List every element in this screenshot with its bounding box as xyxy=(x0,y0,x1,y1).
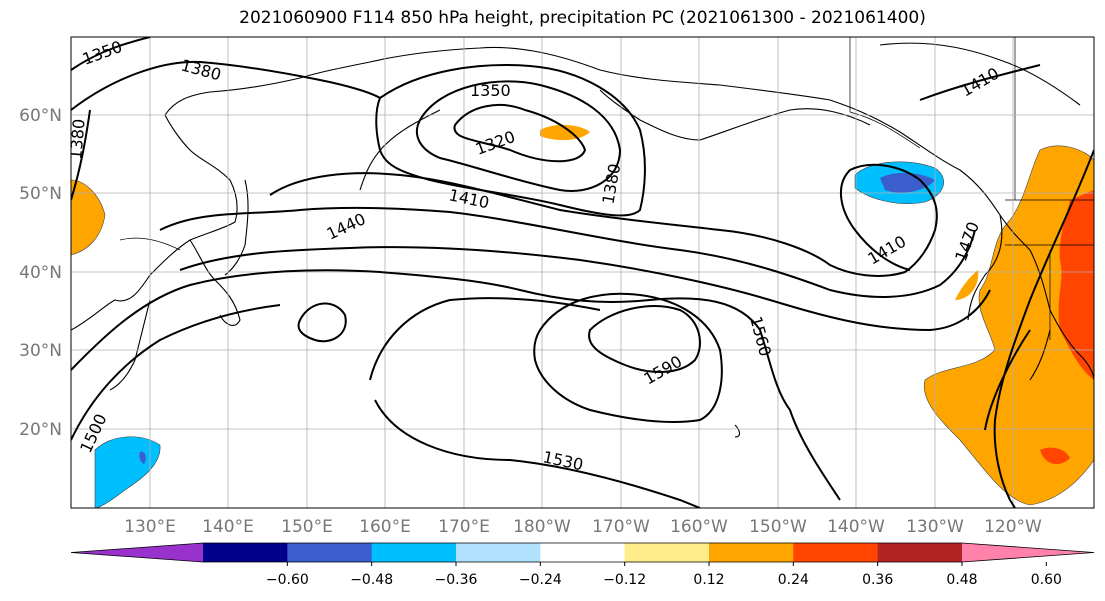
lon-label: 150°W xyxy=(749,517,807,537)
precip-strong-region xyxy=(1040,447,1070,465)
contour-label: 1380 xyxy=(66,118,88,160)
colorbar-segment xyxy=(877,543,963,562)
colorbar-segment xyxy=(371,543,457,562)
lon-label: 150°E xyxy=(281,517,333,537)
precip-positive-region xyxy=(540,124,590,141)
lon-label: 130°E xyxy=(124,517,176,537)
colorbar-extend-high xyxy=(962,543,1094,562)
colorbar-label: −0.60 xyxy=(266,572,309,588)
colorbar-outline xyxy=(70,542,1095,563)
gridlines xyxy=(71,37,1094,508)
lat-label: 60°N xyxy=(19,106,62,126)
colorbar-label: −0.24 xyxy=(519,572,562,588)
lon-label: 170°E xyxy=(438,517,490,537)
colorbar-label: −0.36 xyxy=(435,572,478,588)
colorbar-segment xyxy=(540,543,626,562)
colorbar-label: −0.48 xyxy=(350,572,393,588)
lat-label: 40°N xyxy=(19,263,62,283)
lon-label: 160°W xyxy=(670,517,728,537)
colorbar-label: 0.12 xyxy=(693,572,724,588)
colorbar-segment xyxy=(456,543,541,562)
colorbar-label: −0.12 xyxy=(603,572,646,588)
map-title: 2021060900 F114 850 hPa height, precipit… xyxy=(239,8,926,28)
precip-strong-negative-region xyxy=(880,172,935,193)
lat-label: 50°N xyxy=(19,184,62,204)
height-contours xyxy=(71,37,1094,508)
precip-strong-negative-region xyxy=(139,451,146,464)
colorbar-segment xyxy=(287,543,373,562)
colorbar: −0.60 −0.48 −0.36 −0.24 −0.12 0.12 0.24 0.36 0.4… xyxy=(70,542,1095,588)
lon-label: 120°W xyxy=(984,517,1042,537)
lon-label: 180°W xyxy=(513,517,571,537)
precip-positive-region xyxy=(923,145,1094,506)
map-frame xyxy=(70,36,1095,509)
precip-strong-region xyxy=(1058,190,1094,380)
colorbar-segment xyxy=(793,543,879,562)
precip-positive-region xyxy=(71,179,106,256)
lon-label: 130°W xyxy=(906,517,964,537)
lon-label: 160°E xyxy=(359,517,411,537)
longitude-labels: 130°E 140°E 150°E 160°E 170°E 180°W 170°… xyxy=(124,517,1042,537)
lon-label: 140°E xyxy=(202,517,254,537)
lon-label: 170°W xyxy=(592,517,650,537)
precip-positive-region xyxy=(955,270,979,300)
colorbar-segment xyxy=(624,543,710,562)
colorbar-label: 0.60 xyxy=(1031,572,1062,588)
coastlines xyxy=(71,42,1094,438)
lat-label: 30°N xyxy=(19,341,62,361)
colorbar-segment xyxy=(203,543,288,562)
lon-label: 140°W xyxy=(827,517,885,537)
colorbar-label: 0.48 xyxy=(946,572,977,588)
latitude-labels: 60°N 50°N 40°N 30°N 20°N xyxy=(19,106,62,440)
map-area xyxy=(71,37,1094,508)
borders xyxy=(119,37,1094,340)
lat-label: 20°N xyxy=(19,420,62,440)
colorbar-extend-low xyxy=(71,543,203,562)
colorbar-segment xyxy=(709,543,794,562)
colorbar-label: 0.24 xyxy=(778,572,809,588)
contour-label: 1350 xyxy=(470,81,511,100)
colorbar-label: 0.36 xyxy=(862,572,893,588)
